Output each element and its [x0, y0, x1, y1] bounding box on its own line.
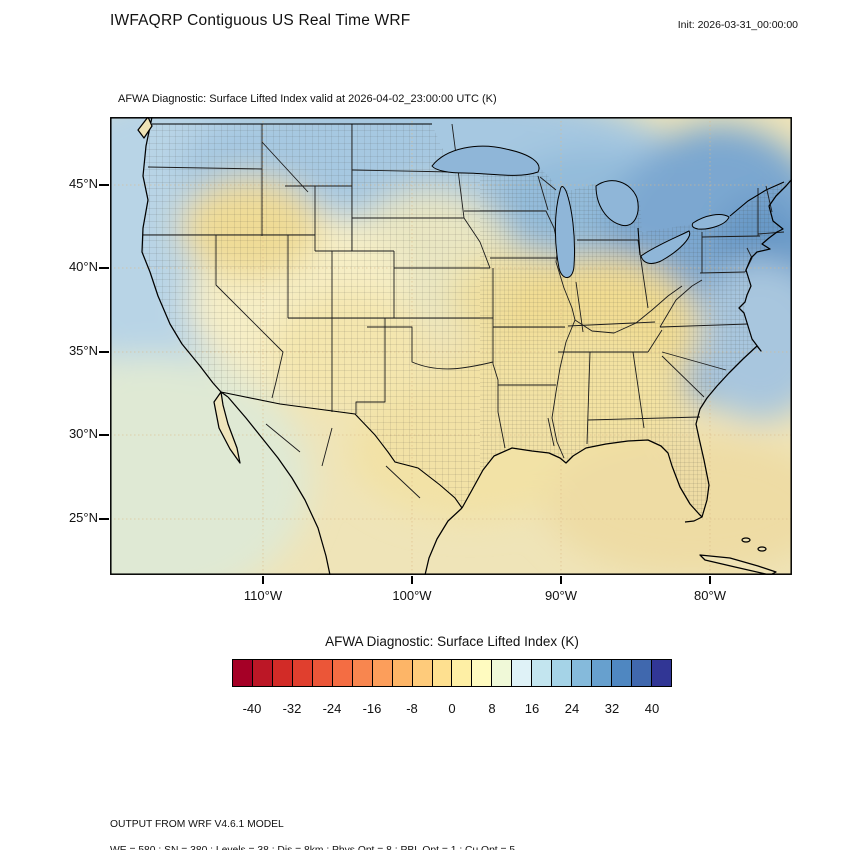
state-borders — [143, 123, 785, 499]
map-subtitle: AFWA Diagnostic: Surface Lifted Index va… — [118, 93, 497, 105]
colorbar-cell — [272, 660, 293, 686]
model-config-footer: OUTPUT FROM WRF V4.6.1 MODEL WE = 580 ; … — [110, 805, 515, 850]
x-tick-label: 80°W — [694, 588, 726, 603]
colorbar-title: AFWA Diagnostic: Surface Lifted Index (K… — [325, 634, 579, 649]
colorbar-tick-labels: -40 -32 -24 -16 -8 0 8 16 24 32 40 — [232, 701, 672, 719]
colorbar-cell — [292, 660, 313, 686]
x-tick-label: 100°W — [392, 588, 432, 603]
colorbar-tick-label: 32 — [604, 701, 620, 716]
lake-erie — [640, 230, 691, 264]
colorbar-cell — [252, 660, 273, 686]
x-axis-tick — [709, 576, 711, 584]
y-axis-tick — [99, 434, 109, 436]
colorbar-cell — [552, 660, 573, 686]
colorbar-cell — [492, 660, 513, 686]
coastline — [137, 116, 793, 576]
colorbar-tick-label: 40 — [644, 701, 660, 716]
map-canvas — [110, 116, 793, 576]
colorbar-cell — [632, 660, 653, 686]
x-axis-tick — [411, 576, 413, 584]
y-tick-label: 45°N — [68, 176, 98, 191]
colorbar-tick-label: -32 — [282, 701, 302, 716]
canada-border — [152, 123, 785, 256]
footer-line-1: OUTPUT FROM WRF V4.6.1 MODEL — [110, 819, 284, 830]
colorbar-tick-label: 24 — [564, 701, 580, 716]
y-axis-tick — [99, 267, 109, 269]
colorbar-cell — [432, 660, 453, 686]
colorbar-cell — [372, 660, 393, 686]
colorbar-cell — [652, 660, 671, 686]
x-axis-tick — [262, 576, 264, 584]
colorbar-tick-label: 16 — [524, 701, 540, 716]
colorbar-tick-label: -16 — [362, 701, 382, 716]
map-frame — [110, 117, 792, 575]
y-axis-tick — [99, 518, 109, 520]
x-tick-label: 110°W — [243, 588, 283, 603]
y-axis-tick — [99, 351, 109, 353]
colorbar-cell — [332, 660, 353, 686]
colorbar-cell — [572, 660, 593, 686]
colorbar-tick-label: -24 — [322, 701, 342, 716]
colorbar-cell — [233, 660, 253, 686]
colorbar-tick-label: 8 — [488, 701, 496, 716]
x-tick-label: 90°W — [545, 588, 577, 603]
footer-line-2: WE = 580 ; SN = 380 ; Levels = 38 ; Dis … — [110, 844, 515, 850]
colorbar-cell — [452, 660, 473, 686]
lake-huron — [595, 180, 639, 227]
colorbar — [232, 659, 672, 687]
y-tick-label: 25°N — [68, 510, 98, 525]
x-axis-tick — [560, 576, 562, 584]
colorbar-cell — [352, 660, 373, 686]
colorbar-tick-label: -40 — [242, 701, 262, 716]
map-plot-area — [110, 116, 793, 576]
colorbar-cell — [472, 660, 493, 686]
us-mexico-border — [220, 391, 463, 509]
colorbar-cell — [612, 660, 633, 686]
colorbar-cell — [592, 660, 613, 686]
colorbar-tick-label: 0 — [448, 701, 456, 716]
colorbar-cell — [512, 660, 533, 686]
lake-superior — [431, 145, 540, 176]
colorbar-cell — [412, 660, 433, 686]
colorbar-cell — [312, 660, 333, 686]
page-title: IWFAQRP Contiguous US Real Time WRF — [110, 12, 411, 29]
lake-michigan — [554, 186, 575, 278]
colorbar-tick-label: -8 — [406, 701, 418, 716]
y-tick-label: 30°N — [68, 426, 98, 441]
great-lakes — [431, 145, 730, 278]
y-axis-tick — [99, 184, 109, 186]
colorbar-cell — [532, 660, 553, 686]
init-time-label: Init: 2026-03-31_00:00:00 — [677, 19, 798, 31]
y-tick-label: 40°N — [68, 259, 98, 274]
lake-ontario — [691, 214, 730, 230]
y-tick-label: 35°N — [68, 343, 98, 358]
colorbar-cell — [392, 660, 413, 686]
